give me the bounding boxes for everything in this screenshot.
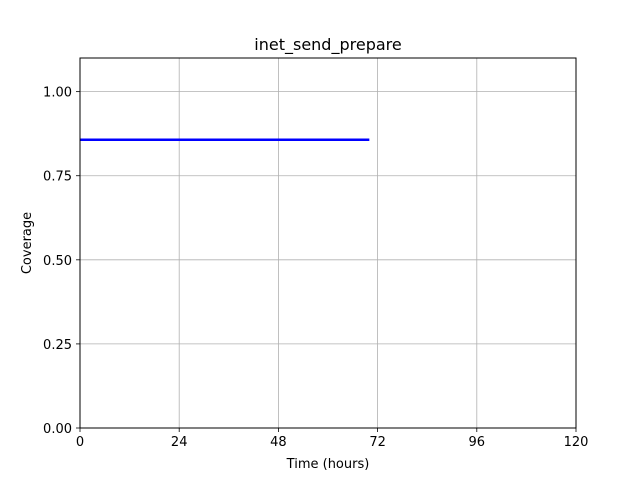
x-tick-label: 48: [270, 435, 287, 450]
axis-ticks: 0 24 48 72 96 120 0.00 0.25 0.50 0.75 1.00: [43, 86, 588, 450]
y-tick-label: 0.00: [43, 422, 72, 437]
y-tick-label: 0.50: [43, 254, 72, 269]
chart-title: inet_send_prepare: [254, 35, 401, 55]
y-tick-label: 1.00: [43, 86, 72, 101]
x-axis-label: Time (hours): [286, 457, 370, 472]
x-tick-label: 24: [171, 435, 188, 450]
y-axis-label: Coverage: [20, 212, 35, 274]
y-tick-label: 0.75: [43, 170, 72, 185]
y-tick-label: 0.25: [43, 338, 72, 353]
x-tick-label: 72: [369, 435, 386, 450]
x-tick-label: 120: [564, 435, 589, 450]
plot-frame: [79, 57, 577, 429]
x-tick-label: 0: [76, 435, 84, 450]
x-tick-label: 96: [469, 435, 486, 450]
